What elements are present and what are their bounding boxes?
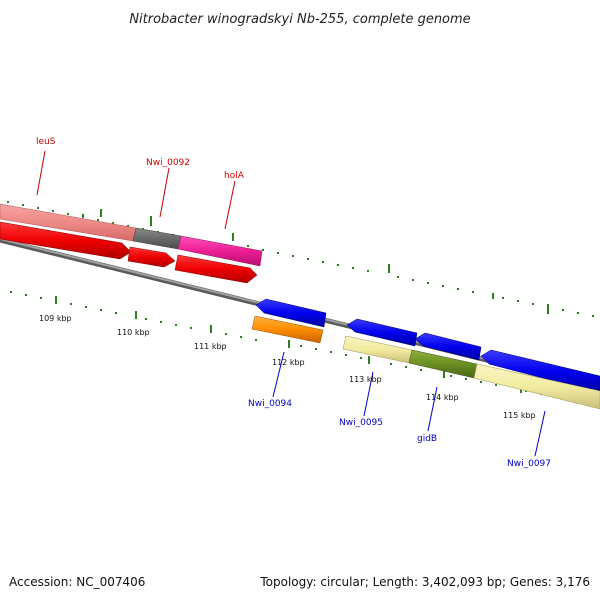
accession-text: Accession: NC_007406 xyxy=(9,575,145,589)
scale-label-113: 113 kbp xyxy=(349,375,382,384)
gene-nwi-0094-feature[interactable] xyxy=(255,298,327,328)
gene-holA-feature[interactable] xyxy=(177,235,263,267)
gene-nwi-0097-cream-feature[interactable] xyxy=(473,363,600,410)
scale-label-109: 109 kbp xyxy=(39,314,72,323)
gene-label-nwi-0092[interactable]: Nwi_0092 xyxy=(146,158,190,168)
scale-label-114: 114 kbp xyxy=(426,393,459,402)
gene-nwi-0095-feature[interactable] xyxy=(346,318,418,347)
gene-nwi-0097-feature[interactable] xyxy=(480,349,600,394)
forward-arrow-1[interactable] xyxy=(0,221,132,260)
scale-label-110: 110 kbp xyxy=(117,328,150,337)
gene-label-leuS[interactable]: leuS xyxy=(36,137,56,147)
gene-label-gidB[interactable]: gidB xyxy=(417,434,437,444)
scale-labels: 109 kbp 110 kbp 111 kbp 112 kbp 113 kbp … xyxy=(39,314,536,420)
scale-label-115: 115 kbp xyxy=(503,411,536,420)
gene-label-nwi-0095[interactable]: Nwi_0095 xyxy=(339,418,383,428)
gene-label-nwi-0094[interactable]: Nwi_0094 xyxy=(248,399,292,409)
forward-arrow-2[interactable] xyxy=(127,246,176,268)
map-title: Nitrobacter winogradskyi Nb-255, complet… xyxy=(129,12,470,27)
orange-gene-feature[interactable] xyxy=(251,315,324,344)
genome-summary-text: Topology: circular; Length: 3,402,093 bp… xyxy=(259,575,590,589)
gene-label-holA[interactable]: holA xyxy=(224,171,245,181)
outer-tick-ring xyxy=(7,201,594,317)
gene-labels: leuS Nwi_0092 holA Nwi_0094 Nwi_0095 gid… xyxy=(36,137,551,469)
forward-arrow-3[interactable] xyxy=(174,254,258,284)
gene-label-nwi-0097[interactable]: Nwi_0097 xyxy=(507,459,551,469)
reverse-arrow-2[interactable] xyxy=(414,332,482,361)
scale-label-112: 112 kbp xyxy=(272,358,305,367)
scale-label-111: 111 kbp xyxy=(194,342,227,351)
label-leaders xyxy=(36,150,546,457)
